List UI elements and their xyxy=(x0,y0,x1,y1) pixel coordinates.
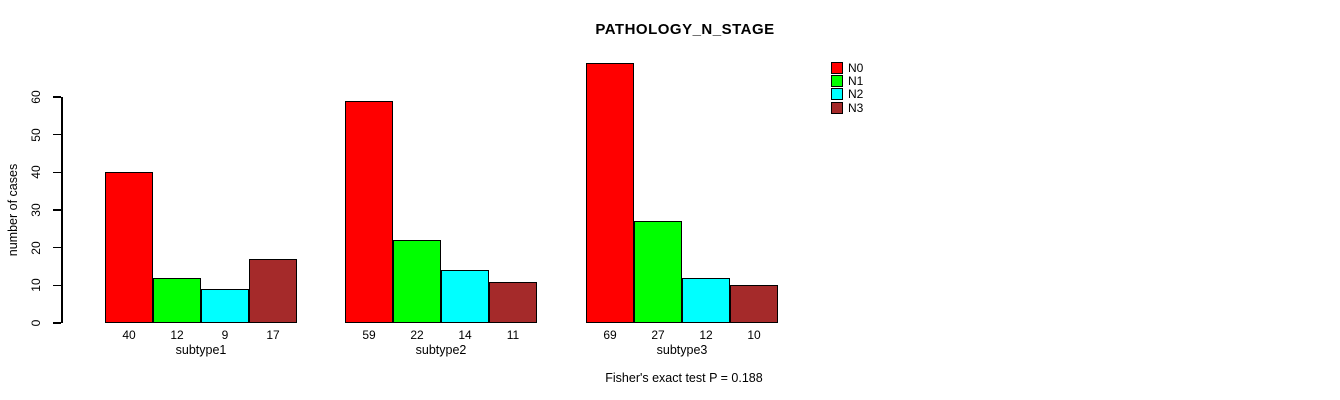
legend-swatch-N3 xyxy=(831,101,843,114)
y-axis-label: number of cases xyxy=(6,163,20,257)
bar-N2-subtype3 xyxy=(682,278,730,323)
y-axis-tick xyxy=(53,171,61,174)
legend-swatch-N1 xyxy=(831,74,843,87)
bar-value-label: 12 xyxy=(170,328,184,342)
chart-title: PATHOLOGY_N_STAGE xyxy=(595,21,775,38)
bar-value-label: 17 xyxy=(266,328,280,342)
bar-N3-subtype2 xyxy=(489,282,537,323)
bar-value-label: 11 xyxy=(506,328,520,342)
bar-N0-subtype3 xyxy=(586,63,634,323)
bar-N3-subtype1 xyxy=(249,259,297,323)
bar-value-label: 14 xyxy=(458,328,472,342)
x-category-label-subtype3: subtype3 xyxy=(656,343,708,357)
bar-value-label: 27 xyxy=(651,328,665,342)
y-axis-line xyxy=(61,96,63,323)
bar-value-label: 40 xyxy=(122,328,136,342)
y-axis-tick xyxy=(53,246,61,249)
legend-item-N0: N0 xyxy=(831,61,863,74)
y-axis-tick xyxy=(53,209,61,211)
legend-item-N3: N3 xyxy=(831,101,863,114)
legend-label-N1: N1 xyxy=(848,73,864,88)
x-category-label-subtype2: subtype2 xyxy=(415,343,467,357)
bar-N2-subtype1 xyxy=(201,289,249,323)
legend: N0 N1 N2 N3 xyxy=(831,61,863,114)
bar-N1-subtype1 xyxy=(153,278,201,323)
y-tick-label: 20 xyxy=(29,240,43,255)
legend-label-N2: N2 xyxy=(848,87,864,102)
y-tick-label: 30 xyxy=(29,203,43,217)
bar-N2-subtype2 xyxy=(441,270,489,323)
legend-label-N0: N0 xyxy=(848,60,864,75)
bar-N3-subtype3 xyxy=(730,285,778,323)
legend-item-N2: N2 xyxy=(831,88,863,101)
y-tick-label: 10 xyxy=(29,278,43,293)
bar-N1-subtype2 xyxy=(393,240,441,323)
y-axis-tick xyxy=(53,284,61,287)
x-category-label-subtype1: subtype1 xyxy=(175,343,227,357)
bar-N1-subtype3 xyxy=(634,221,682,323)
y-axis-tick xyxy=(53,133,61,136)
fisher-test-annotation: Fisher's exact test P = 0.188 xyxy=(605,371,763,385)
legend-item-N1: N1 xyxy=(831,74,863,87)
bar-value-label: 12 xyxy=(699,328,713,342)
bar-value-label: 9 xyxy=(221,328,229,342)
legend-swatch-N2 xyxy=(831,88,843,101)
y-tick-label: 40 xyxy=(29,165,43,180)
bar-value-label: 69 xyxy=(603,328,617,342)
bar-value-label: 10 xyxy=(747,328,761,342)
bar-N0-subtype2 xyxy=(345,101,393,323)
bar-value-label: 22 xyxy=(410,328,424,342)
y-tick-label: 0 xyxy=(29,319,43,327)
y-tick-label: 60 xyxy=(29,90,43,104)
legend-swatch-N0 xyxy=(831,61,843,74)
y-axis-tick xyxy=(53,96,61,98)
bar-value-label: 59 xyxy=(362,328,376,342)
bar-N0-subtype1 xyxy=(105,172,153,323)
y-axis-tick xyxy=(53,322,61,324)
legend-label-N3: N3 xyxy=(848,100,864,115)
y-tick-label: 50 xyxy=(29,127,43,142)
